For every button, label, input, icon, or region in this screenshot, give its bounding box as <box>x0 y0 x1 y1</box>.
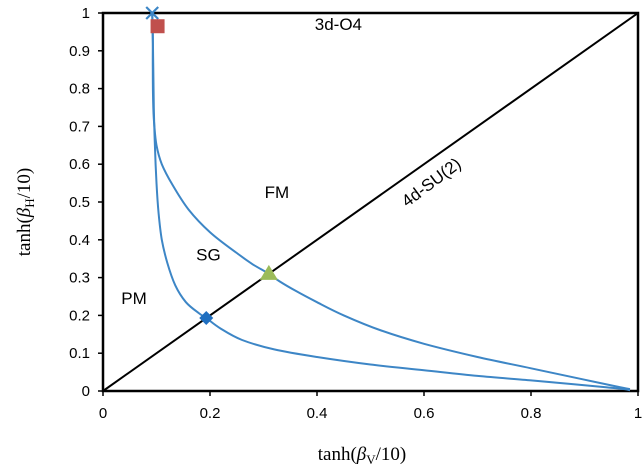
marker-diamond <box>199 311 214 326</box>
x-axis-label: tanh(βV/10) <box>318 444 407 467</box>
x-tick-label: 0.8 <box>521 405 542 422</box>
x-tick-label: 0.6 <box>414 405 435 422</box>
y-tick-label: 0.4 <box>69 232 90 249</box>
region-labels-layer: 3d-O4 FM SG PM 4d-SU(2) <box>121 15 464 308</box>
marker-triangle <box>259 264 278 280</box>
region-label: SG <box>196 246 221 265</box>
y-tick-label: 0.6 <box>69 156 90 173</box>
region-label: 3d-O4 <box>315 15 362 34</box>
ticks-layer: 0 0.2 0.4 0.6 0.8 1 0 0.1 0.2 0.3 0.4 0.5 0.6 0.7 0.8 0… <box>69 5 642 422</box>
y-axis-label: tanh(βH/10) <box>14 168 37 257</box>
y-tick-label: 0.9 <box>69 43 90 60</box>
y-tick-label: 0.2 <box>69 307 90 324</box>
region-label: 4d-SU(2) <box>398 154 465 211</box>
y-tick-label: 0.7 <box>69 118 90 135</box>
series-diagonal <box>102 12 639 392</box>
x-tick-label: 1 <box>634 405 642 422</box>
y-tick-label: 0.8 <box>69 81 90 98</box>
y-tick-label: 1 <box>82 5 90 22</box>
y-tick-label: 0.3 <box>69 270 90 287</box>
series-inner-boundary <box>151 12 631 391</box>
y-tick-label: 0.5 <box>69 194 90 211</box>
curves-layer <box>102 12 639 392</box>
x-tick-label: 0.2 <box>200 405 221 422</box>
y-tick-label: 0 <box>82 383 90 400</box>
markers-layer <box>145 6 278 326</box>
x-tick-label: 0.4 <box>307 405 328 422</box>
region-label: FM <box>265 183 290 202</box>
x-tick-label: 0 <box>99 405 107 422</box>
region-label: PM <box>121 289 147 308</box>
marker-cross <box>145 6 159 20</box>
y-tick-label: 0.1 <box>69 345 90 362</box>
marker-square <box>150 19 165 34</box>
